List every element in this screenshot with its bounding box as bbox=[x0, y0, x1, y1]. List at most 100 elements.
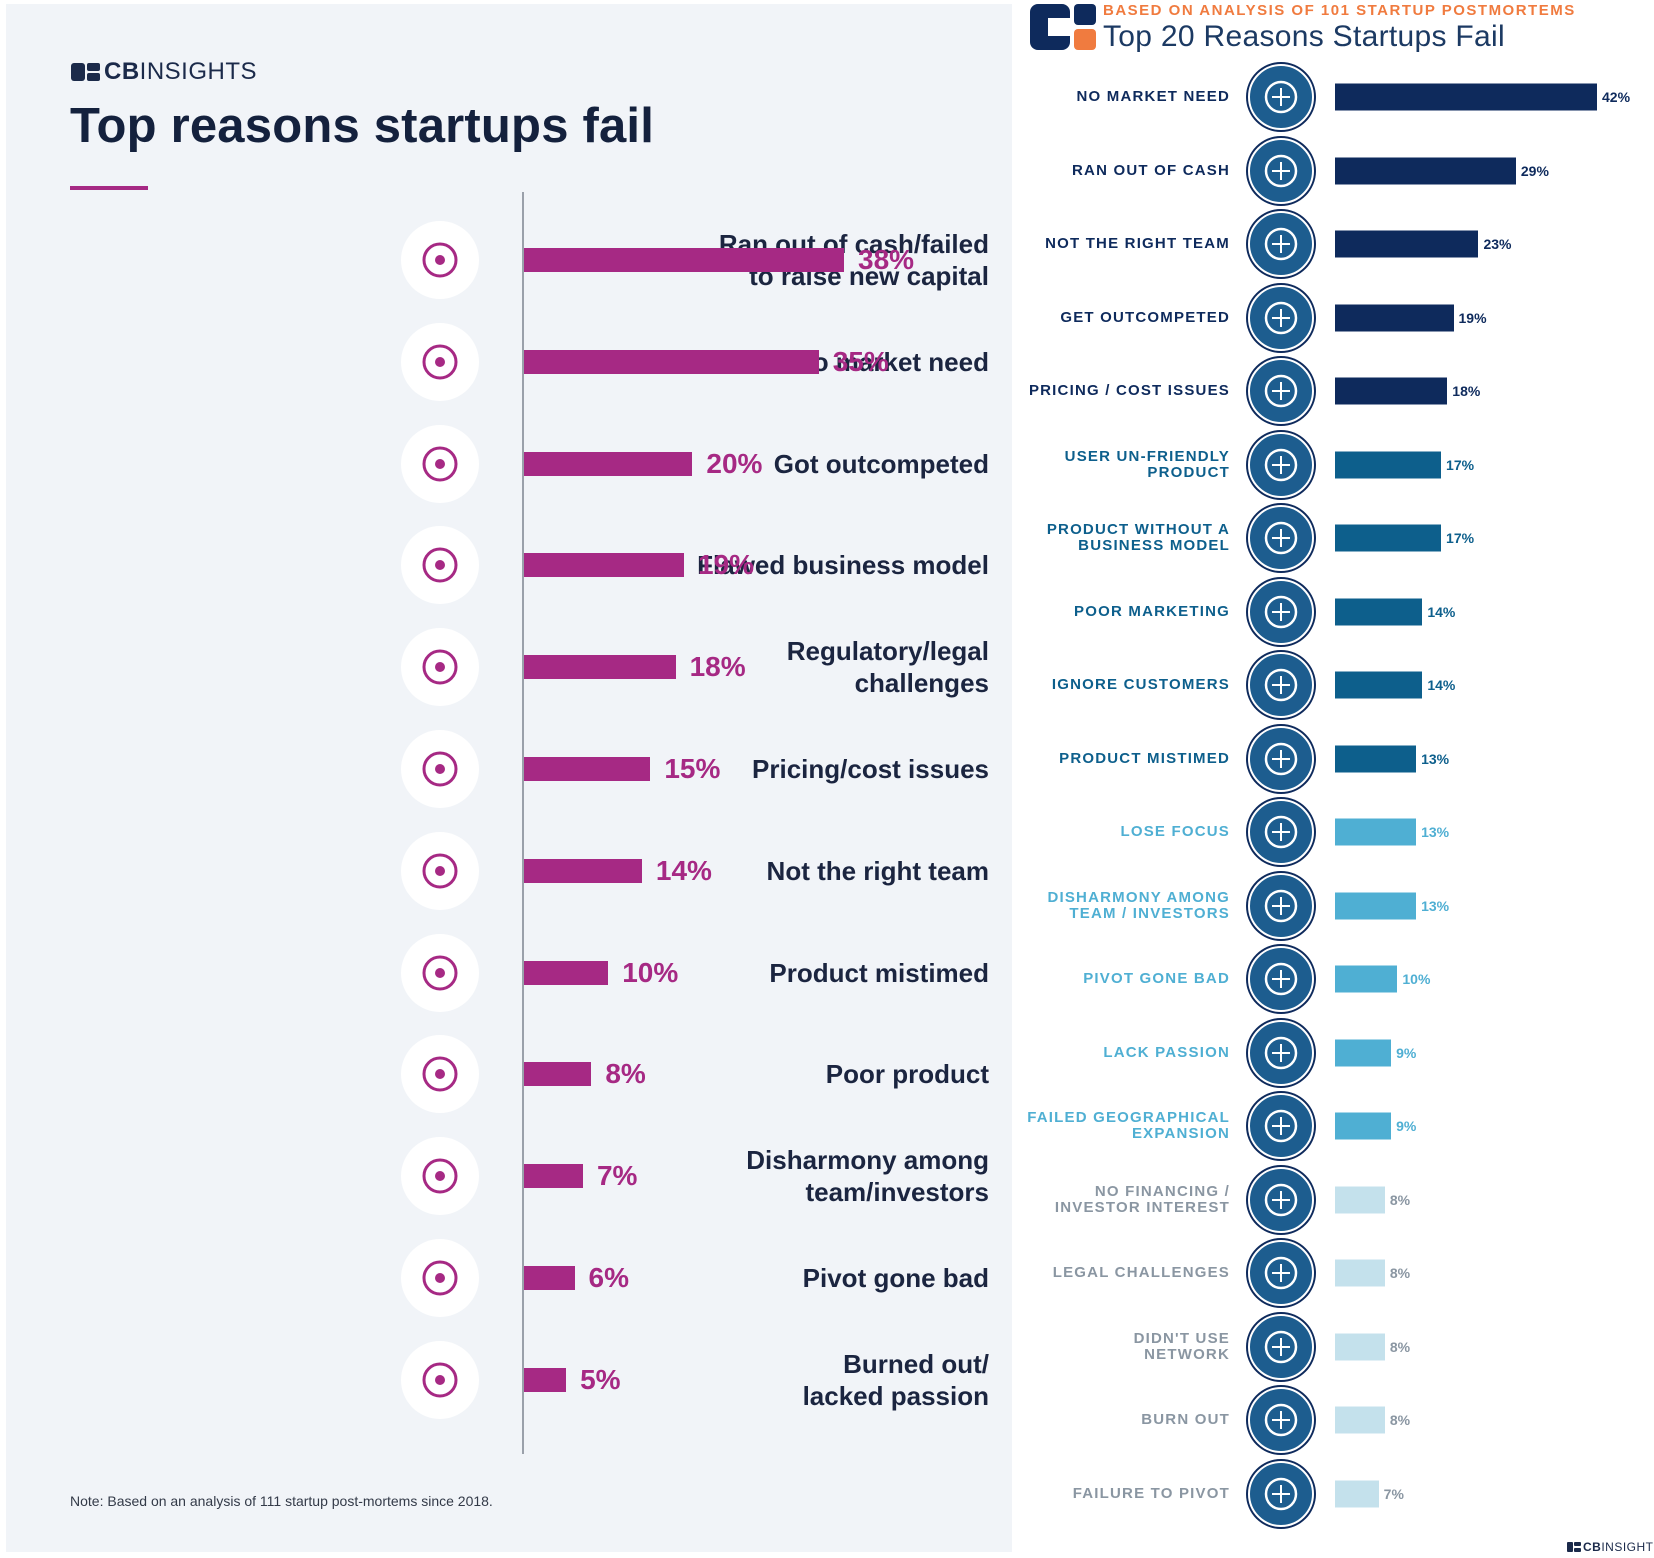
right-bar-label: PIVOT GONE BAD bbox=[990, 971, 1230, 987]
right-bar-label: USER UN-FRIENDLY PRODUCT bbox=[990, 447, 1230, 481]
right-bar bbox=[1335, 451, 1442, 478]
fuel-pump-icon bbox=[1248, 1387, 1314, 1453]
megaphone-icon bbox=[1248, 578, 1314, 645]
left-bar-value: 6% bbox=[588, 1262, 629, 1293]
right-bar-value: 14% bbox=[1427, 603, 1456, 620]
right-chart-title: Top 20 Reasons Startups Fail bbox=[1103, 20, 1505, 53]
right-bar-label: NO FINANCING / INVESTOR INTEREST bbox=[990, 1183, 1230, 1216]
left-chart-axis bbox=[522, 192, 524, 1454]
right-bar-label-line: PRICING / COST ISSUES bbox=[1028, 382, 1230, 399]
zzz-icon bbox=[1248, 1019, 1314, 1086]
right-bar bbox=[1335, 377, 1448, 405]
brand-logo: CBINSIGHTS bbox=[71, 58, 257, 86]
left-bar bbox=[524, 248, 844, 272]
right-bar-label-line: LEGAL CHALLENGES bbox=[1052, 1264, 1230, 1281]
cart-wheel-icon bbox=[1248, 505, 1314, 571]
left-bar bbox=[524, 655, 676, 680]
right-bar-label-line: BURN OUT bbox=[1141, 1411, 1230, 1428]
right-bar-label: POOR MARKETING bbox=[990, 603, 1230, 620]
right-bar-label-line: FAILURE TO PIVOT bbox=[1072, 1484, 1230, 1502]
contact-cards-icon bbox=[1248, 1313, 1314, 1380]
left-bar-label-line: Pivot gone bad bbox=[802, 1263, 989, 1293]
left-bar-label: Product mistimed bbox=[769, 957, 989, 989]
left-bar-value: 20% bbox=[706, 447, 763, 479]
sleep-zzz-icon bbox=[401, 1340, 479, 1419]
team-icon bbox=[401, 831, 479, 910]
right-panel bbox=[1020, 0, 1654, 1558]
right-bar-label-line: RAN OUT OF CASH bbox=[1072, 161, 1230, 179]
right-bar-value: 9% bbox=[1396, 1044, 1417, 1061]
left-bar-value: 10% bbox=[622, 956, 679, 988]
right-bar-label-line: PRODUCT bbox=[1147, 463, 1230, 481]
right-bar bbox=[1335, 818, 1417, 846]
right-bar-value: 13% bbox=[1421, 824, 1450, 840]
right-bar-label-line: PIVOT GONE BAD bbox=[1083, 970, 1230, 987]
right-bar bbox=[1335, 157, 1516, 184]
hands-cuffed-icon bbox=[1248, 1240, 1314, 1306]
right-bar-value: 17% bbox=[1446, 456, 1475, 473]
left-bar-label-line: Disharmony among bbox=[746, 1145, 989, 1176]
broken-pencil-icon bbox=[1248, 946, 1314, 1012]
cbinsights-logo-icon bbox=[71, 63, 100, 81]
left-bar-label-line: lacked passion bbox=[802, 1380, 989, 1411]
right-bar-label-line: USER UN-FRIENDLY bbox=[1064, 447, 1230, 465]
left-bar-label-line: team/investors bbox=[805, 1177, 989, 1208]
left-bar-label: Pivot gone bad bbox=[803, 1262, 989, 1294]
right-bar-label-line: BUSINESS MODEL bbox=[1078, 537, 1230, 554]
left-bar-label: Not the right team bbox=[767, 855, 989, 887]
alarm-clock-icon bbox=[401, 933, 479, 1012]
right-bar-value: 8% bbox=[1389, 1191, 1411, 1208]
thumbs-down-icon bbox=[1248, 431, 1314, 498]
left-bar-value: 7% bbox=[596, 1160, 638, 1192]
puzzle-globe-icon bbox=[1248, 64, 1314, 130]
right-bar-label: DIDN'T USE NETWORK bbox=[990, 1330, 1230, 1363]
footer-brand-light: INSIGHTS bbox=[1601, 1540, 1654, 1554]
right-bar-value: 7% bbox=[1383, 1485, 1404, 1502]
right-bar bbox=[1335, 598, 1423, 625]
right-bar-label-line: DISHARMONY AMONG bbox=[1047, 888, 1230, 906]
left-panel bbox=[6, 4, 1012, 1552]
puzzle-piece-icon bbox=[401, 322, 479, 401]
right-bar-value: 13% bbox=[1421, 750, 1450, 767]
right-bar-label: BURN OUT bbox=[990, 1412, 1230, 1428]
gavel-icon bbox=[401, 628, 479, 707]
left-bar-label: Got outcompeted bbox=[774, 448, 989, 480]
right-bar-label: FAILURE TO PIVOT bbox=[990, 1484, 1230, 1502]
right-bar-value: 8% bbox=[1389, 1265, 1411, 1281]
empty-pocket-icon bbox=[1248, 137, 1314, 204]
right-bar bbox=[1335, 1333, 1385, 1360]
right-bar bbox=[1335, 304, 1454, 331]
right-bar-value: 9% bbox=[1396, 1118, 1417, 1134]
left-bar-label-line: Product mistimed bbox=[769, 957, 989, 988]
right-bar-label-line: PRODUCT MISTIMED bbox=[1059, 749, 1230, 767]
sneaker-icon bbox=[401, 424, 479, 503]
right-bar-label: LEGAL CHALLENGES bbox=[990, 1265, 1230, 1281]
right-bar-label-line: EXPANSION bbox=[1131, 1125, 1230, 1142]
right-bar bbox=[1335, 1406, 1385, 1434]
right-bar bbox=[1335, 524, 1442, 552]
star-rating-icon bbox=[401, 1035, 479, 1114]
left-bar bbox=[524, 757, 651, 781]
left-bar bbox=[524, 858, 642, 883]
left-bar-value: 38% bbox=[858, 244, 915, 275]
right-bar-value: 19% bbox=[1458, 309, 1487, 326]
right-chart-subtitle: BASED ON ANALYSIS OF 101 STARTUP POSTMOR… bbox=[1103, 2, 1576, 19]
right-bar-label-line: IGNORE CUSTOMERS bbox=[1051, 676, 1230, 693]
dollar-coins-icon bbox=[1248, 358, 1314, 424]
left-bar bbox=[524, 553, 684, 578]
footer-brand-bold: CB bbox=[1583, 1540, 1602, 1554]
cbinsights-mark-icon bbox=[1030, 4, 1096, 50]
right-bar-label-line: GET OUTCOMPETED bbox=[1060, 308, 1230, 326]
right-bar bbox=[1335, 965, 1398, 993]
right-bar-label: NO MARKET NEED bbox=[990, 89, 1230, 105]
right-bar-value: 8% bbox=[1389, 1412, 1411, 1428]
right-bar bbox=[1335, 671, 1423, 699]
right-bar-label-line: NETWORK bbox=[1144, 1345, 1230, 1363]
left-bar-label: No market need bbox=[794, 346, 989, 378]
title-accent-line bbox=[70, 186, 148, 190]
right-bar bbox=[1335, 1259, 1385, 1287]
left-bar-label: Flawed business model bbox=[697, 549, 989, 581]
left-bar-label: Pricing/cost issues bbox=[752, 753, 989, 785]
left-bar-label: Regulatory/legal challenges bbox=[787, 635, 989, 699]
right-bar bbox=[1335, 1186, 1385, 1213]
